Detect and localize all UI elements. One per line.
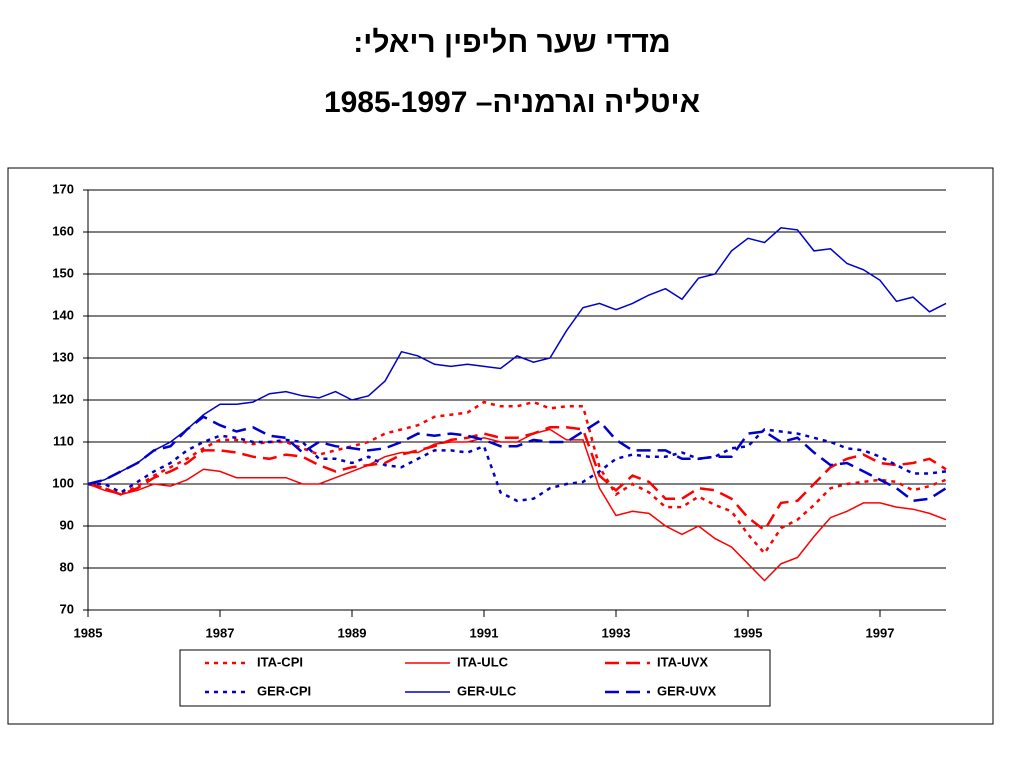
legend-label: GER-CPI: [257, 683, 311, 698]
y-tick-label: 140: [52, 307, 74, 322]
legend-label: GER-UVX: [657, 683, 717, 698]
y-tick-label: 170: [52, 181, 74, 196]
x-tick-label: 1997: [866, 625, 895, 640]
chart-title: מדדי שער חליפין ריאלי:: [353, 26, 671, 59]
y-tick-label: 80: [60, 559, 74, 574]
y-tick-label: 90: [60, 517, 74, 532]
y-tick-label: 120: [52, 391, 74, 406]
chart-frame: [7, 167, 994, 725]
series-line: [87, 227, 947, 485]
x-tick-label: 1989: [338, 625, 367, 640]
x-tick-label: 1985: [74, 625, 103, 640]
legend-box: [179, 649, 771, 707]
x-tick-label: 1995: [734, 625, 763, 640]
y-tick-label: 160: [52, 223, 74, 238]
legend-label: GER-ULC: [457, 683, 517, 698]
y-tick-label: 100: [52, 475, 74, 490]
series-line: [88, 428, 947, 503]
series-line: [87, 428, 947, 582]
series-line: [87, 426, 947, 533]
legend-label: ITA-ULC: [457, 654, 509, 669]
y-tick-label: 150: [52, 265, 74, 280]
x-tick-label: 1987: [206, 625, 235, 640]
legend-label: ITA-UVX: [657, 654, 708, 669]
x-tick-label: 1991: [470, 625, 499, 640]
chart-subtitle: איטליה וגרמניה– 1985-1997: [323, 86, 701, 119]
x-tick-label: 1993: [602, 625, 631, 640]
y-tick-label: 70: [60, 601, 74, 616]
series-line: [87, 415, 947, 503]
legend-label: ITA-CPI: [257, 654, 303, 669]
y-tick-label: 130: [52, 349, 74, 364]
y-tick-label: 110: [53, 433, 74, 448]
